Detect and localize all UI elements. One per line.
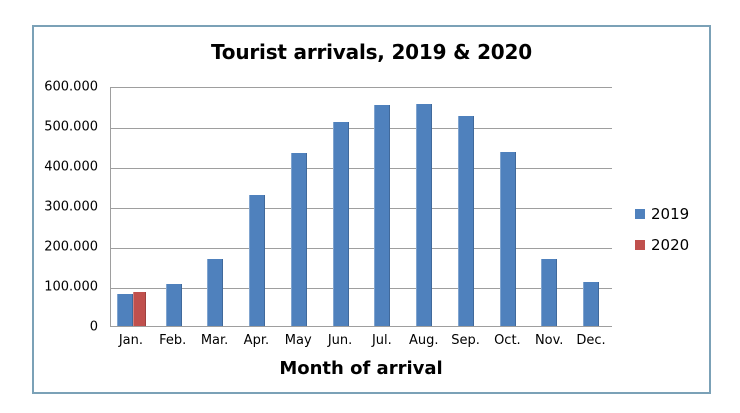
bar-2019-feb bbox=[165, 283, 182, 326]
x-tick-label-jul: Jul. bbox=[371, 333, 392, 348]
y-tick-label: 100.000 bbox=[44, 279, 98, 295]
gridline bbox=[111, 248, 612, 249]
month-slot-sep bbox=[445, 88, 487, 326]
month-slot-jul bbox=[362, 88, 404, 326]
x-tick-label-nov: Nov. bbox=[534, 333, 564, 348]
gridline bbox=[111, 128, 612, 129]
legend-swatch-icon bbox=[635, 209, 645, 219]
bar-2019-may bbox=[290, 153, 307, 326]
legend-label: 2020 bbox=[651, 236, 690, 254]
x-axis-labels: Jan. Feb. Mar. Apr. May Jun. Jul. Aug. Sep. Oct. N… bbox=[110, 333, 612, 348]
x-tick-label-aug: Aug. bbox=[408, 333, 439, 348]
x-tick-label-may: May bbox=[284, 333, 312, 348]
month-slot-jun bbox=[320, 88, 362, 326]
gridline bbox=[111, 288, 612, 289]
x-tick-label-oct: Oct. bbox=[494, 333, 521, 348]
plot-area bbox=[110, 87, 612, 327]
bar-2019-sep bbox=[457, 116, 474, 326]
legend-item-2019: 2019 bbox=[635, 205, 689, 223]
bars-container bbox=[111, 88, 612, 326]
month-slot-nov bbox=[529, 88, 571, 326]
bar-2019-mar bbox=[207, 258, 224, 326]
bar-2019-aug bbox=[416, 103, 433, 326]
gridline bbox=[111, 208, 612, 209]
bar-2019-jun bbox=[332, 122, 349, 326]
y-tick-label: 0 bbox=[89, 319, 98, 335]
bar-2019-apr bbox=[249, 194, 266, 326]
month-slot-feb bbox=[153, 88, 195, 326]
legend-item-2020: 2020 bbox=[635, 236, 689, 254]
x-tick-label-feb: Feb. bbox=[159, 333, 187, 348]
x-tick-label-jun: Jun. bbox=[327, 333, 353, 348]
month-slot-mar bbox=[195, 88, 237, 326]
legend-label: 2019 bbox=[651, 205, 690, 223]
bar-2020-jan bbox=[133, 292, 147, 326]
chart-frame: Tourist arrivals, 2019 & 2020 600.000 500… bbox=[32, 25, 711, 394]
y-tick-label: 400.000 bbox=[44, 159, 98, 175]
x-tick-label-jan: Jan. bbox=[118, 333, 143, 348]
x-axis-title: Month of arrival bbox=[279, 358, 443, 379]
legend-swatch-icon bbox=[635, 240, 645, 250]
bar-2019-nov bbox=[541, 258, 558, 326]
y-tick-label: 300.000 bbox=[44, 199, 98, 215]
month-slot-apr bbox=[236, 88, 278, 326]
y-tick-label: 500.000 bbox=[44, 119, 98, 135]
bar-2019-dec bbox=[583, 282, 600, 326]
bar-2019-jul bbox=[374, 105, 391, 326]
x-tick-label-apr: Apr. bbox=[243, 333, 270, 348]
legend: 2019 2020 bbox=[635, 205, 689, 267]
month-slot-oct bbox=[487, 88, 529, 326]
y-tick-label: 600.000 bbox=[44, 79, 98, 95]
x-tick-label-sep: Sep. bbox=[451, 333, 480, 348]
y-axis: 600.000 500.000 400.000 300.000 200.000 100.0… bbox=[34, 80, 102, 335]
month-slot-jan bbox=[111, 88, 153, 326]
x-tick-label-mar: Mar. bbox=[200, 333, 229, 348]
bar-2019-oct bbox=[499, 152, 516, 326]
x-tick-label-dec: Dec. bbox=[576, 333, 606, 348]
bar-2019-jan bbox=[117, 294, 134, 326]
gridline bbox=[111, 168, 612, 169]
month-slot-dec bbox=[570, 88, 612, 326]
chart-title: Tourist arrivals, 2019 & 2020 bbox=[211, 40, 532, 64]
month-slot-aug bbox=[403, 88, 445, 326]
y-tick-label: 200.000 bbox=[44, 239, 98, 255]
month-slot-may bbox=[278, 88, 320, 326]
